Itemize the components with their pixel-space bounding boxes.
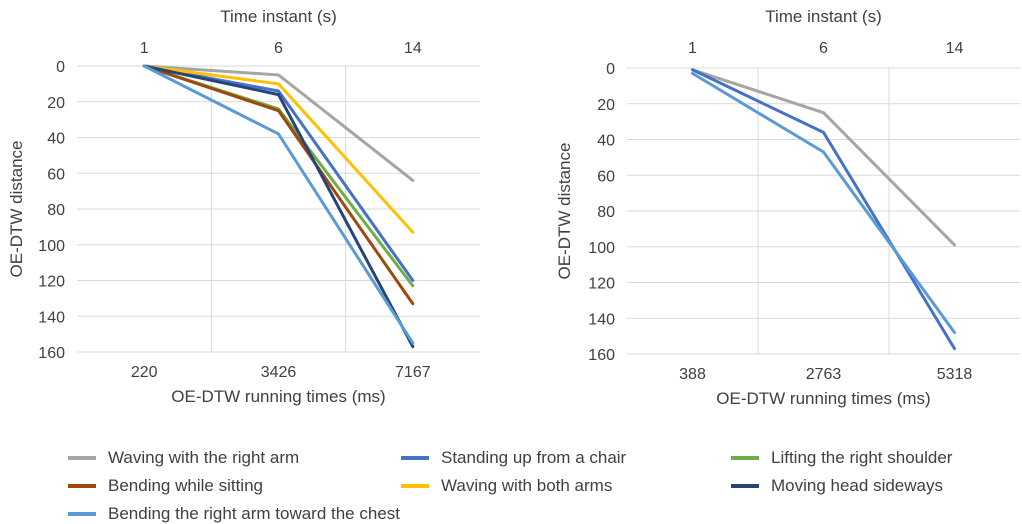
legend-swatch [731,456,759,460]
legend-label: Bending the right arm toward the chest [108,504,400,523]
series-line [691,71,956,335]
series-line [142,64,415,288]
y-tick-label: 20 [47,95,65,112]
y-tick-label: 80 [47,202,65,219]
legend-label: Moving head sideways [771,476,943,495]
series-line [142,64,415,234]
y-tick-label: 60 [47,166,65,183]
y-tick-label: 120 [38,274,65,291]
series-line [142,64,415,182]
y-tick-label: 160 [38,345,65,362]
top-tick-label: 6 [274,40,283,57]
y-tick-label: 140 [38,309,65,326]
legend-label: Lifting the right shoulder [771,448,953,467]
legend-swatch [68,456,96,460]
y-tick-label: 160 [588,347,615,364]
legend-label: Bending while sitting [108,476,263,495]
legend-item: Moving head sideways [731,476,943,496]
y-tick-label: 20 [597,97,615,114]
legend-label: Waving with the right arm [108,448,300,467]
top-tick-label: 14 [946,40,964,57]
chart-2: 0 20 40 60 80 100 120 140 160 388 2763 5318 OE-DTW r… [555,7,1020,408]
top-tick-label: 6 [819,40,828,57]
series-line [691,68,956,247]
legend-swatch [731,484,759,488]
legend-swatch [68,484,96,488]
legend-item: Waving with the right arm [68,448,299,468]
legend-swatch [401,456,429,460]
y-tick-label: 40 [47,131,65,148]
series-line [142,64,415,349]
x-tick-label: 220 [131,364,158,381]
top-axis-title: Time instant (s) [220,7,337,26]
x-tick-label: 2763 [806,366,842,383]
series-line [691,68,956,351]
x-tick-label: 388 [679,366,706,383]
y-tick-label: 40 [597,133,615,150]
legend-item: Standing up from a chair [401,448,626,468]
legend-swatch [401,484,429,488]
legend-item: Bending the right arm toward the chest [68,504,400,524]
chart-1: 0 20 40 60 80 100 120 140 160 220 3426 7167 OE-DTW r… [7,7,480,406]
y-axis-title: OE-DTW distance [7,141,26,278]
y-tick-label: 80 [597,204,615,221]
top-tick-label: 1 [140,40,149,57]
y-tick-label: 0 [606,61,615,78]
x-axis-title: OE-DTW running times (ms) [171,387,385,406]
y-axis-title: OE-DTW distance [555,143,574,280]
series-line [142,64,415,345]
legend-label: Waving with both arms [441,476,613,495]
legend-swatch [68,512,96,516]
y-tick-label: 0 [56,59,65,76]
series-line [142,64,415,306]
legend-item: Lifting the right shoulder [731,448,952,468]
top-tick-label: 1 [688,40,697,57]
y-tick-label: 140 [588,311,615,328]
y-tick-label: 100 [38,238,65,255]
y-tick-label: 100 [588,240,615,257]
legend-item: Bending while sitting [68,476,263,496]
x-tick-label: 3426 [261,364,297,381]
y-tick-label: 60 [597,168,615,185]
x-tick-label: 7167 [395,364,431,381]
top-tick-label: 14 [404,40,422,57]
x-tick-label: 5318 [937,366,973,383]
x-axis-title: OE-DTW running times (ms) [716,389,930,408]
top-axis-title: Time instant (s) [765,7,882,26]
legend-item: Waving with both arms [401,476,612,496]
legend-label: Standing up from a chair [441,448,627,467]
y-tick-label: 120 [588,276,615,293]
